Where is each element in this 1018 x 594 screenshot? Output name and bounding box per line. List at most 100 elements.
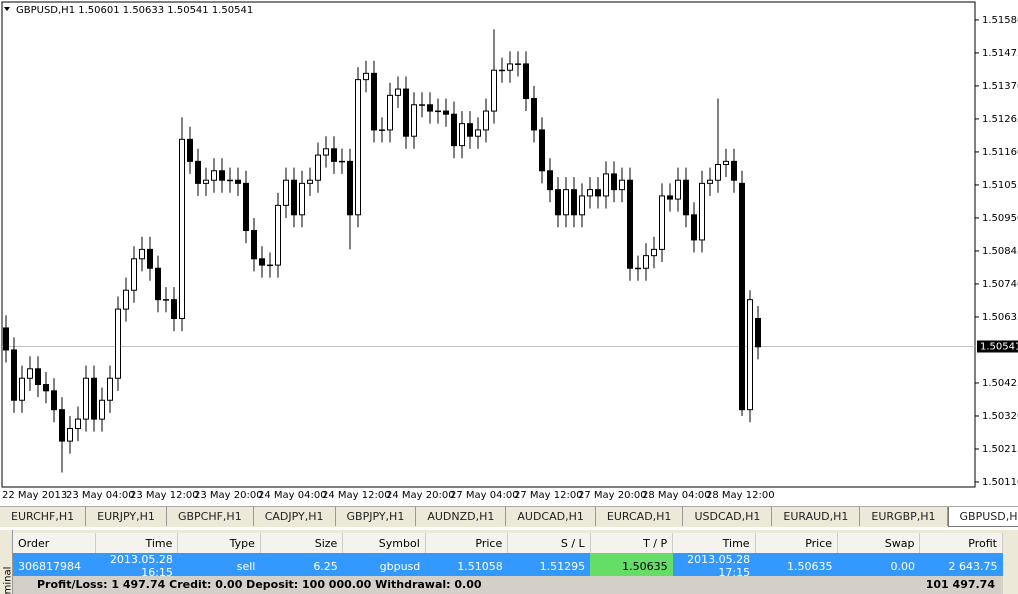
column-header[interactable]: Order — [13, 533, 96, 553]
candle-body — [315, 154, 321, 181]
candle-body — [579, 195, 585, 216]
candle-body — [355, 79, 361, 216]
candle-body — [555, 189, 561, 216]
column-header[interactable]: Size — [260, 533, 344, 553]
column-header[interactable]: S / L — [507, 533, 591, 553]
candle-body — [651, 248, 657, 257]
candle-body — [107, 377, 113, 401]
x-tick-label: 23 May 04:00 — [66, 490, 135, 501]
candle-body — [203, 179, 209, 184]
tab[interactable]: USDCAD,H1 — [683, 507, 773, 526]
tab[interactable]: AUDCAD,H1 — [506, 507, 596, 526]
x-tick-label: 27 May 20:00 — [578, 490, 647, 501]
x-tick-label: 23 May 20:00 — [194, 490, 263, 501]
candle-body — [91, 377, 97, 420]
candle-body — [291, 179, 297, 216]
x-tick-label: 24 May 04:00 — [258, 490, 327, 501]
candle-body — [171, 299, 177, 320]
column-header[interactable]: Profit — [919, 533, 1003, 553]
cell: 2013.05.28 17:15 — [672, 553, 756, 579]
terminal-side: minal — [0, 530, 13, 594]
tab[interactable]: GBPUSD,H1 — [947, 507, 1018, 527]
cell: 2 643.75 — [919, 553, 1003, 579]
candle-body — [459, 123, 465, 147]
candle-body — [523, 63, 529, 99]
summary-bar: Profit/Loss: 1 497.74 Credit: 0.00 Depos… — [13, 576, 1003, 594]
candle-body — [195, 160, 201, 184]
candle-body — [507, 63, 513, 71]
candle-body — [547, 170, 553, 191]
candle-body — [715, 164, 721, 181]
candle-body — [3, 327, 9, 351]
candle-body — [187, 138, 193, 162]
bid-box — [977, 340, 1018, 353]
y-tick-label: 1.50740 — [982, 279, 1018, 290]
cell: 0.00 — [837, 553, 920, 579]
column-header[interactable]: Type — [177, 533, 261, 553]
tab[interactable]: CADJPY,H1 — [254, 507, 336, 526]
column-header[interactable]: T / P — [590, 533, 674, 553]
y-tick-label: 1.51580 — [982, 15, 1018, 26]
cell: 306817984 — [13, 553, 96, 579]
candle-body — [219, 170, 225, 181]
candle-body — [67, 428, 73, 442]
tab[interactable]: AUDNZD,H1 — [416, 507, 507, 526]
candle-body — [83, 377, 89, 420]
tab[interactable]: EURAUD,H1 — [772, 507, 861, 526]
candle-body — [259, 258, 265, 266]
cell: 1.50635 — [755, 553, 838, 579]
candle-body — [347, 160, 353, 216]
cell: sell — [177, 553, 261, 579]
chart: GBPUSD,H1 1.50601 1.50633 1.50541 1.5054… — [1, 1, 1018, 501]
candle-body — [475, 129, 481, 137]
menu-arrow[interactable] — [4, 7, 10, 11]
column-header[interactable]: Symbol — [342, 533, 426, 553]
x-tick-label: 27 May 04:00 — [450, 490, 519, 501]
terminal-label: minal — [2, 566, 14, 594]
column-header[interactable]: Price — [755, 533, 839, 553]
tab[interactable]: EURCAD,H1 — [596, 507, 684, 526]
candle-body — [595, 189, 601, 197]
tab[interactable]: GBPJPY,H1 — [336, 507, 417, 526]
y-tick-label: 1.51475 — [982, 48, 1018, 59]
candle-body — [275, 204, 281, 266]
y-tick-label: 1.50110 — [982, 477, 1018, 488]
candle-body — [563, 189, 569, 216]
candle-body — [675, 179, 681, 200]
tab[interactable]: EURGBP,H1 — [860, 507, 948, 526]
candle-body — [619, 179, 625, 191]
tab[interactable]: GBPCHF,H1 — [167, 507, 254, 526]
column-header[interactable]: Time — [95, 533, 179, 553]
candle-body — [643, 255, 649, 269]
candle-body — [755, 318, 761, 348]
candle-body — [331, 148, 337, 162]
cell: 6.25 — [260, 553, 343, 579]
candle-body — [339, 160, 345, 163]
cell: 1.51058 — [425, 553, 508, 579]
candle-body — [379, 129, 385, 131]
x-tick-label: 27 May 12:00 — [514, 490, 583, 501]
candle-body — [307, 179, 313, 184]
tab[interactable]: EURJPY,H1 — [86, 507, 167, 526]
tab[interactable]: EURCHF,H1 — [0, 507, 87, 526]
y-tick-label: 1.50635 — [982, 312, 1018, 323]
candle-body — [603, 173, 609, 197]
order-row[interactable]: 306817984 2013.05.28 16:15 sell 6.25 gbpusd 1… — [13, 553, 1003, 579]
candle-body — [163, 299, 169, 301]
candle-body — [59, 409, 65, 442]
column-header[interactable]: Swap — [837, 533, 921, 553]
column-header[interactable]: Time — [672, 533, 756, 553]
candle-body — [691, 214, 697, 241]
candle-body — [75, 418, 81, 430]
candle-body — [611, 173, 617, 191]
x-tick-label: 24 May 12:00 — [322, 490, 391, 501]
y-tick-label: 1.50845 — [982, 246, 1018, 257]
candle-body — [419, 104, 425, 106]
bid-label: 1.50541 — [980, 341, 1018, 352]
candle-body — [387, 94, 393, 131]
candle-body — [443, 110, 449, 115]
column-header[interactable]: Price — [425, 533, 509, 553]
candle-body — [99, 399, 105, 420]
